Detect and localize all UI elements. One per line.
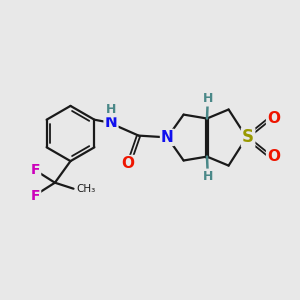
Text: O: O <box>267 149 280 164</box>
Text: N: N <box>105 115 117 130</box>
Text: H: H <box>203 169 213 183</box>
Text: N: N <box>161 130 174 145</box>
Text: F: F <box>31 189 40 202</box>
Text: O: O <box>122 156 135 171</box>
Text: O: O <box>267 111 280 126</box>
Text: H: H <box>203 92 213 106</box>
Text: S: S <box>242 128 254 146</box>
Text: H: H <box>106 103 116 116</box>
Text: CH₃: CH₃ <box>76 184 95 194</box>
Text: F: F <box>31 163 40 177</box>
